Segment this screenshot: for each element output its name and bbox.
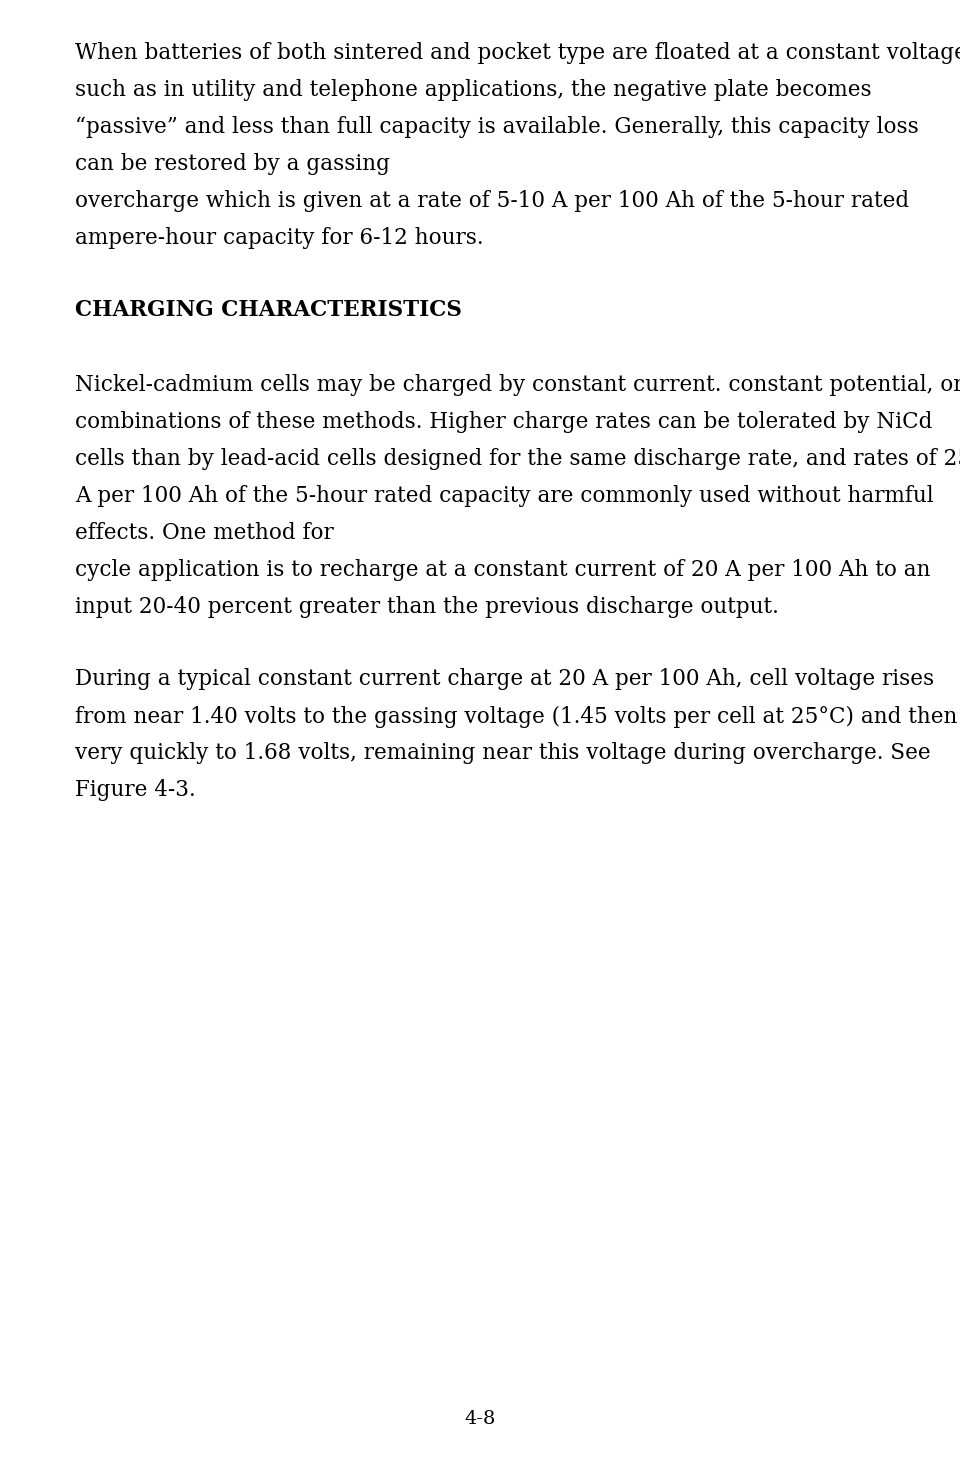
Text: During a typical constant current charge at 20 A per 100 Ah, cell voltage rises: During a typical constant current charge… (75, 669, 934, 691)
Text: 4-8: 4-8 (465, 1410, 495, 1427)
Text: “passive” and less than full capacity is available. Generally, this capacity los: “passive” and less than full capacity is… (75, 116, 919, 138)
Text: Figure 4-3.: Figure 4-3. (75, 779, 196, 801)
Text: very quickly to 1.68 volts, remaining near this voltage during overcharge. See: very quickly to 1.68 volts, remaining ne… (75, 742, 930, 764)
Text: When batteries of both sintered and pocket type are floated at a constant voltag: When batteries of both sintered and pock… (75, 43, 960, 63)
Text: cells than by lead-acid cells designed for the same discharge rate, and rates of: cells than by lead-acid cells designed f… (75, 448, 960, 470)
Text: input 20-40 percent greater than the previous discharge output.: input 20-40 percent greater than the pre… (75, 597, 779, 619)
Text: can be restored by a gassing: can be restored by a gassing (75, 153, 390, 175)
Text: CHARGING CHARACTERISTICS: CHARGING CHARACTERISTICS (75, 299, 462, 321)
Text: such as in utility and telephone applications, the negative plate becomes: such as in utility and telephone applica… (75, 80, 872, 102)
Text: ampere-hour capacity for 6-12 hours.: ampere-hour capacity for 6-12 hours. (75, 227, 484, 249)
Text: cycle application is to recharge at a constant current of 20 A per 100 Ah to an: cycle application is to recharge at a co… (75, 560, 930, 582)
Text: from near 1.40 volts to the gassing voltage (1.45 volts per cell at 25°C) and th: from near 1.40 volts to the gassing volt… (75, 706, 957, 728)
Text: A per 100 Ah of the 5-hour rated capacity are commonly used without harmful: A per 100 Ah of the 5-hour rated capacit… (75, 485, 934, 507)
Text: effects. One method for: effects. One method for (75, 523, 334, 545)
Text: Nickel-cadmium cells may be charged by constant current. constant potential, or: Nickel-cadmium cells may be charged by c… (75, 374, 960, 396)
Text: combinations of these methods. Higher charge rates can be tolerated by NiCd: combinations of these methods. Higher ch… (75, 411, 932, 433)
Text: overcharge which is given at a rate of 5-10 A per 100 Ah of the 5-hour rated: overcharge which is given at a rate of 5… (75, 190, 909, 212)
